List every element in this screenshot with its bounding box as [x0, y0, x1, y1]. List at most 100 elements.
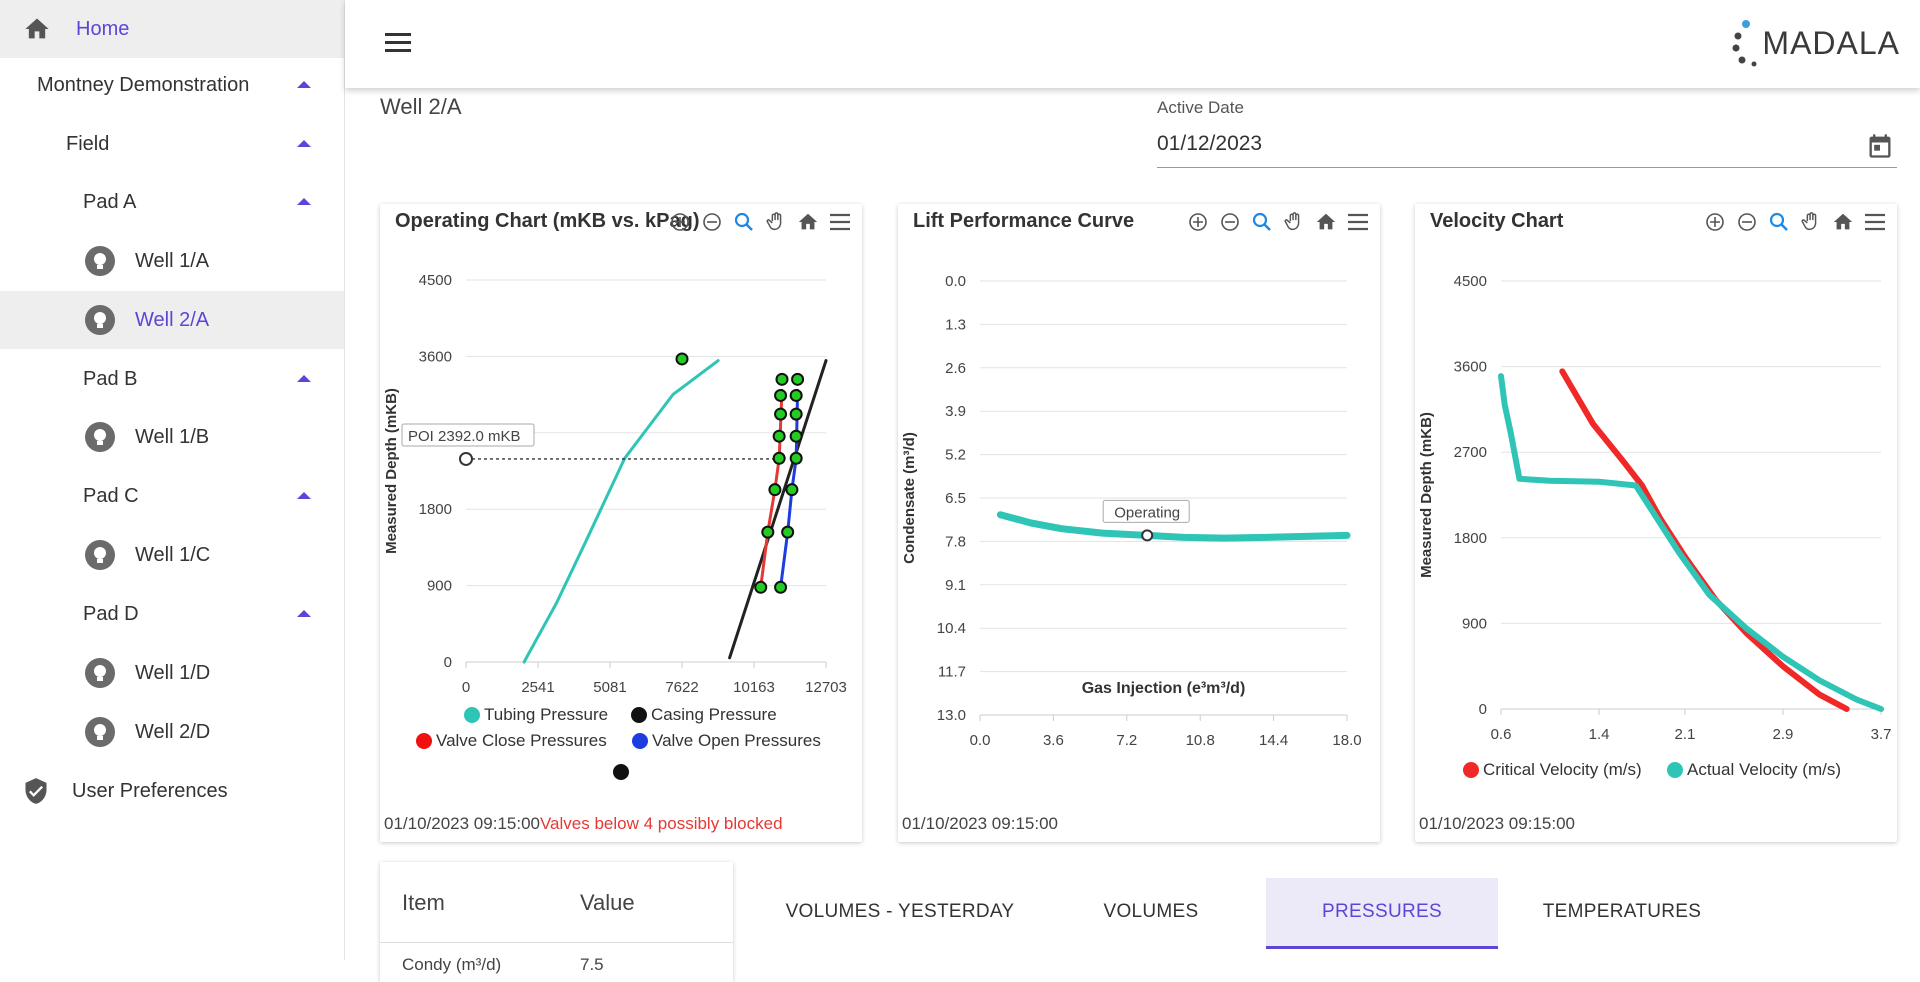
- legend-label: Valve Open Pressures: [652, 731, 821, 750]
- tab-volumes-yesterday[interactable]: VOLUMES - YESTERDAY: [785, 901, 1015, 922]
- y-tick-label: 900: [427, 578, 452, 595]
- legend-marker: [416, 733, 432, 749]
- y-tick-label: 5.2: [945, 447, 966, 464]
- pan-hand-icon[interactable]: [1280, 208, 1308, 236]
- sidebar-item-field[interactable]: Field: [0, 115, 344, 173]
- lift-performance-card: 0.0 1.3 2.6 3.9 5.2 6.5 7.8 9.1 10.4 11.7 13.0 0.0 3…: [898, 204, 1380, 842]
- valve-marker: [774, 407, 788, 421]
- zoom-in-icon[interactable]: [1184, 208, 1212, 236]
- chart-menu-icon[interactable]: [1344, 208, 1372, 236]
- operating-label: Operating: [1114, 504, 1180, 521]
- zoom-out-icon[interactable]: [698, 208, 726, 236]
- chevron-up-icon: [297, 81, 311, 88]
- y-tick-label: 3600: [1454, 359, 1487, 376]
- chart-toolbar: [1184, 208, 1372, 236]
- sidebar-item-well-2a[interactable]: Well 2/A: [0, 291, 344, 349]
- column-header-item: Item: [402, 890, 445, 915]
- sidebar-item-pad-c[interactable]: Pad C: [0, 467, 344, 525]
- y-tick-label: 4500: [419, 272, 452, 289]
- sidebar-item-pad-a[interactable]: Pad A: [0, 173, 344, 231]
- sidebar-item-label: Pad C: [83, 484, 139, 507]
- lightbulb-icon: [85, 305, 115, 335]
- magnifier-icon[interactable]: [1248, 208, 1276, 236]
- sidebar-item-label: Well 1/C: [135, 543, 211, 566]
- y-tick-label: 2.6: [945, 360, 966, 377]
- pan-hand-icon[interactable]: [1797, 208, 1825, 236]
- y-tick-label: 1800: [1454, 530, 1487, 547]
- sidebar-item-well-1a[interactable]: Well 1/A: [0, 232, 344, 290]
- chart-title: Velocity Chart: [1430, 210, 1564, 232]
- valve-marker: [772, 429, 786, 443]
- tab-volumes[interactable]: VOLUMES: [1103, 901, 1199, 922]
- sidebar-item-well-2d[interactable]: Well 2/D: [0, 703, 344, 761]
- magnifier-icon[interactable]: [1765, 208, 1793, 236]
- x-tick-label: 7.2: [1116, 732, 1137, 749]
- valve-marker: [789, 388, 803, 402]
- active-date-label: Active Date: [1157, 98, 1244, 117]
- sidebar-item-user-preferences[interactable]: User Preferences: [0, 762, 344, 820]
- chevron-up-icon: [297, 140, 311, 147]
- y-tick-label: 9.1: [945, 577, 966, 594]
- zoom-out-icon[interactable]: [1216, 208, 1244, 236]
- series-line-0: [522, 359, 720, 664]
- legend-marker: [632, 733, 648, 749]
- velocity-chart-card: 0 900 1800 2700 3600 4500 0.6 1.4 2.1 2.9 3.7 Measu…: [1415, 204, 1897, 842]
- x-tick-label: 18.0: [1332, 732, 1361, 749]
- valve-marker: [675, 352, 689, 366]
- operating-chart-card: 0900180027003600450002541508176221016312…: [380, 204, 862, 842]
- chart-menu-icon[interactable]: [826, 208, 854, 236]
- sidebar-item-label: Pad D: [83, 602, 139, 625]
- y-tick-label: 0.0: [945, 273, 966, 290]
- chart-toolbar: [1701, 208, 1889, 236]
- chart-footer: 01/10/2023 09:15:00: [902, 814, 1058, 834]
- legend-marker: [631, 707, 647, 723]
- magnifier-icon[interactable]: [730, 208, 758, 236]
- valve-marker: [785, 483, 799, 497]
- x-tick-label: 5081: [593, 679, 626, 696]
- operating-point: [1141, 529, 1154, 542]
- lightbulb-icon: [85, 246, 115, 276]
- x-tick-label: 10163: [733, 679, 775, 696]
- sidebar-item-pad-d[interactable]: Pad D: [0, 585, 344, 643]
- chevron-up-icon: [297, 610, 311, 617]
- lift-performance-chart: 0.01.32.63.95.26.57.89.110.411.713.00.0 3…: [901, 273, 1362, 749]
- chart-title: Operating Chart (mKB vs. kPag): [395, 210, 700, 232]
- shield-check-icon: [25, 778, 47, 804]
- zoom-out-icon[interactable]: [1733, 208, 1761, 236]
- sidebar-item-label: Montney Demonstration: [37, 73, 250, 96]
- valve-marker: [774, 580, 788, 594]
- reset-home-icon[interactable]: [1829, 208, 1857, 236]
- x-tick-label: 3.7: [1871, 726, 1892, 743]
- chart-footer: 01/10/2023 09:15:00Valves below 4 possib…: [384, 814, 783, 834]
- sidebar-item-well-1d[interactable]: Well 1/D: [0, 644, 344, 702]
- calendar-icon[interactable]: [1866, 131, 1894, 161]
- chart-menu-icon[interactable]: [1861, 208, 1889, 236]
- x-tick-label: 2541: [521, 679, 554, 696]
- table-cell-value: 7.5: [580, 955, 604, 974]
- y-tick-label: 13.0: [937, 707, 966, 724]
- y-axis-label: Measured Depth (mKB): [1418, 412, 1435, 578]
- legend-label: Casing Pressure: [651, 705, 777, 724]
- x-tick-label: 0.6: [1491, 726, 1512, 743]
- y-tick-label: 3600: [419, 348, 452, 365]
- tab-pressures[interactable]: PRESSURES: [1266, 878, 1498, 949]
- valve-marker: [772, 451, 786, 465]
- sidebar-item-well-1c[interactable]: Well 1/C: [0, 526, 344, 584]
- sidebar-item-well-1b[interactable]: Well 1/B: [0, 408, 344, 466]
- reset-home-icon[interactable]: [1312, 208, 1340, 236]
- sidebar-item-montney[interactable]: Montney Demonstration: [0, 56, 344, 114]
- menu-icon[interactable]: [385, 33, 411, 53]
- sidebar-item-pad-b[interactable]: Pad B: [0, 350, 344, 408]
- y-tick-label: 900: [1462, 615, 1487, 632]
- column-header-value: Value: [580, 890, 635, 915]
- valve-marker: [791, 372, 805, 386]
- zoom-in-icon[interactable]: [1701, 208, 1729, 236]
- reset-home-icon[interactable]: [794, 208, 822, 236]
- pan-hand-icon[interactable]: [762, 208, 790, 236]
- tab-temperatures[interactable]: TEMPERATURES: [1542, 901, 1702, 922]
- active-date-input[interactable]: 01/12/2023: [1157, 132, 1263, 155]
- sidebar-item-home[interactable]: Home: [0, 0, 344, 58]
- summary-table: Item Value Condy (m³/d) 7.5: [380, 862, 733, 982]
- x-tick-label: 2.1: [1674, 726, 1695, 743]
- zoom-in-icon[interactable]: [666, 208, 694, 236]
